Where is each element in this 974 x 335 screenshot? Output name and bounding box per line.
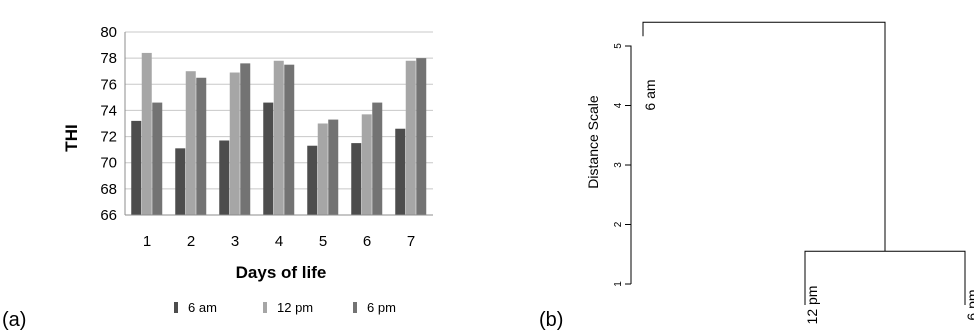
legend-label: 12 pm: [277, 300, 313, 315]
bar: [141, 52, 152, 215]
dendrogram-y-axis-title: Distance Scale: [585, 95, 601, 189]
y-tick-labels: 66 68 70 72 74 76 78 80: [100, 24, 117, 224]
y-tick-label: 76: [100, 76, 117, 93]
dendrogram-panel: (b) 1 2 3 4 5 Distance Scale 6 am 12 pm 6 pm: [539, 21, 974, 331]
x-tick-label: 1: [143, 233, 151, 250]
legend-swatch: [263, 302, 267, 313]
bar: [395, 128, 406, 215]
bar: [185, 71, 196, 215]
x-tick-label: 5: [319, 233, 327, 250]
legend-label: 6 pm: [367, 300, 396, 315]
bar: [219, 140, 230, 215]
bar: [229, 72, 240, 216]
dendrogram-branch: [804, 250, 966, 305]
dendrogram-branch: [642, 21, 886, 252]
bar-chart-panel: (a) 66 68 70 72 74 76 78 80 1 2 3 4 5 6 7 Days of lif…: [2, 24, 433, 331]
legend-swatch: [174, 302, 178, 313]
dendrogram-leaf-label: 6 pm: [964, 289, 974, 320]
y-tick-label: 70: [100, 155, 117, 172]
bar: [361, 114, 372, 215]
bar: [263, 102, 274, 215]
dendrogram-tick-label: 4: [613, 102, 624, 108]
bar: [307, 145, 318, 215]
x-axis-title: Days of life: [236, 263, 327, 282]
bar: [284, 64, 295, 215]
bar: [328, 119, 339, 215]
dendrogram-leaf-labels: 6 am 12 pm 6 pm: [642, 79, 974, 324]
y-tick-label: 68: [100, 181, 117, 198]
dendrogram-leaf-label: 12 pm: [804, 286, 820, 325]
bar: [372, 102, 383, 215]
bar: [273, 60, 284, 215]
x-tick-label: 2: [187, 233, 195, 250]
dendrogram-tick-label: 3: [613, 162, 624, 168]
bar: [131, 120, 142, 215]
bar: [196, 77, 207, 215]
panel-a-label: (a): [2, 309, 26, 331]
bar: [317, 123, 328, 215]
bar: [405, 60, 416, 215]
legend-label: 6 am: [188, 300, 217, 315]
chart-axes: [124, 32, 433, 216]
dendrogram-tick-label: 5: [613, 43, 624, 49]
y-tick-label: 66: [100, 207, 117, 224]
y-axis-title: THI: [62, 124, 81, 151]
dendrogram-leaf-label: 6 am: [642, 79, 658, 110]
x-tick-label: 3: [231, 233, 239, 250]
chart-legend: 6 am 12 pm 6 pm: [174, 300, 396, 315]
panel-b-label: (b): [539, 309, 563, 331]
y-tick-label: 80: [100, 24, 117, 41]
bar: [416, 58, 427, 216]
bar: [240, 63, 251, 215]
y-tick-label: 78: [100, 50, 117, 67]
dendrogram-tick-label: 2: [613, 221, 624, 227]
y-tick-label: 74: [100, 102, 117, 119]
legend-swatch: [353, 302, 357, 313]
x-tick-label: 4: [275, 233, 283, 250]
bar: [175, 148, 186, 215]
dendrogram-axis: 1 2 3 4 5: [613, 43, 632, 287]
x-tick-label: 6: [363, 233, 371, 250]
bar: [152, 102, 163, 215]
dendrogram-branches: [642, 21, 966, 305]
dendrogram-tick-label: 1: [613, 281, 624, 287]
x-tick-label: 7: [407, 233, 415, 250]
y-tick-label: 72: [100, 129, 117, 146]
chart-bars: [131, 52, 427, 216]
x-tick-labels: 1 2 3 4 5 6 7: [143, 233, 415, 250]
bar: [351, 143, 362, 215]
